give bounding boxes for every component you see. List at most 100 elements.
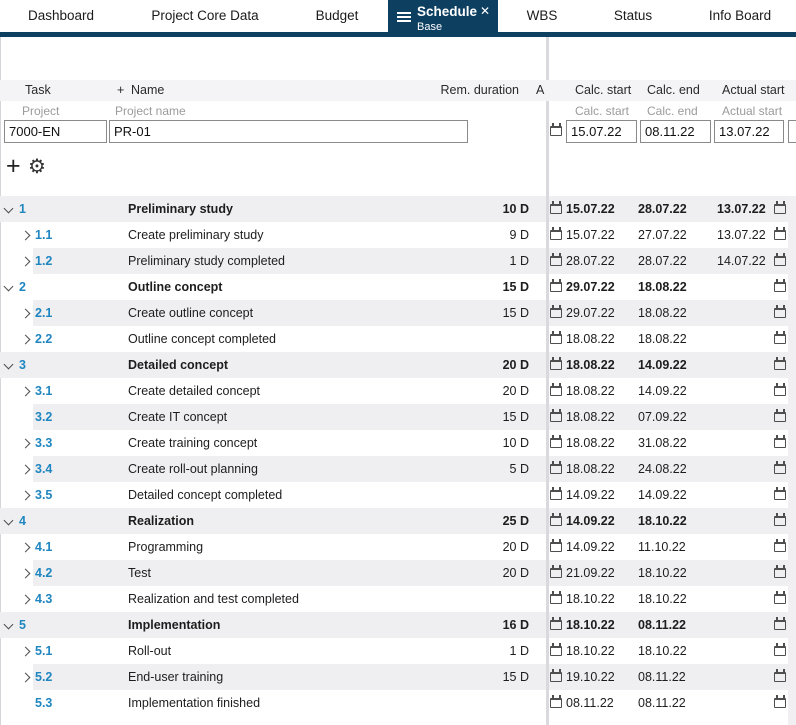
chevron-icon[interactable] <box>20 308 31 319</box>
table-row[interactable]: 5.3 Implementation finished 08.11.22 08.… <box>0 690 796 716</box>
chevron-icon[interactable] <box>20 230 31 241</box>
calendar-icon[interactable] <box>550 304 562 318</box>
table-row[interactable]: 2 Outline concept 15 D 29.07.22 18.08.22 <box>0 274 796 300</box>
calendar-icon[interactable] <box>550 434 562 448</box>
table-row[interactable]: 3.1 Create detailed concept 20 D 18.08.2… <box>0 378 796 404</box>
calendar-icon[interactable] <box>550 460 562 474</box>
table-row[interactable]: 5.1 Roll-out 1 D 18.10.22 18.10.22 <box>0 638 796 664</box>
close-icon[interactable]: ✕ <box>479 4 490 18</box>
calendar-icon[interactable] <box>550 538 562 552</box>
table-row[interactable]: 5.2 End-user training 15 D 19.10.22 08.1… <box>0 664 796 690</box>
table-row[interactable]: 4.2 Test 20 D 21.09.22 18.10.22 <box>0 560 796 586</box>
add-task-icon[interactable]: + <box>6 152 21 180</box>
calendar-icon[interactable] <box>550 486 562 500</box>
chevron-icon[interactable] <box>20 542 31 553</box>
chevron-icon[interactable] <box>20 438 31 449</box>
project-name-input[interactable] <box>109 120 468 143</box>
calendar-icon[interactable] <box>550 590 562 604</box>
calendar-icon[interactable] <box>550 122 562 136</box>
chevron-icon[interactable] <box>20 256 31 267</box>
calendar-icon[interactable] <box>774 512 786 526</box>
calendar-icon[interactable] <box>550 512 562 526</box>
chevron-icon[interactable] <box>20 672 31 683</box>
chevron-icon[interactable] <box>20 334 31 345</box>
table-row[interactable]: 3.2 Create IT concept 15 D 18.08.22 07.0… <box>0 404 796 430</box>
calendar-icon[interactable] <box>550 668 562 682</box>
table-row[interactable]: 1.1 Create preliminary study 9 D 15.07.2… <box>0 222 796 248</box>
table-row[interactable]: 3.3 Create training concept 10 D 18.08.2… <box>0 430 796 456</box>
calendar-icon[interactable] <box>774 382 786 396</box>
scrollbar-track[interactable] <box>788 196 796 725</box>
calendar-icon[interactable] <box>774 408 786 422</box>
chevron-icon[interactable] <box>20 568 31 579</box>
calendar-icon[interactable] <box>774 252 786 266</box>
calendar-icon[interactable] <box>774 434 786 448</box>
calendar-icon[interactable] <box>550 252 562 266</box>
table-row[interactable]: 2.1 Create outline concept 15 D 29.07.22… <box>0 300 796 326</box>
calendar-icon[interactable] <box>774 356 786 370</box>
header-calc-start[interactable]: Calc. start <box>575 83 632 97</box>
project-calc-end-input[interactable] <box>640 120 711 143</box>
table-row[interactable]: 3.4 Create roll-out planning 5 D 18.08.2… <box>0 456 796 482</box>
chevron-icon[interactable] <box>20 386 31 397</box>
table-row[interactable]: 3 Detailed concept 20 D 18.08.22 14.09.2… <box>0 352 796 378</box>
header-a[interactable]: A <box>536 83 545 97</box>
calendar-icon[interactable] <box>550 564 562 578</box>
chevron-icon[interactable] <box>20 594 31 605</box>
calendar-icon[interactable] <box>550 382 562 396</box>
chevron-icon[interactable] <box>20 464 31 475</box>
chevron-icon[interactable] <box>20 490 31 501</box>
calendar-icon[interactable] <box>774 538 786 552</box>
calendar-icon[interactable] <box>550 642 562 656</box>
header-name[interactable]: Name <box>131 83 165 97</box>
calendar-icon[interactable] <box>774 226 786 240</box>
calendar-icon[interactable] <box>550 200 562 214</box>
chevron-icon[interactable] <box>20 646 31 657</box>
calendar-icon[interactable] <box>774 590 786 604</box>
table-row[interactable]: 1.2 Preliminary study completed 1 D 28.0… <box>0 248 796 274</box>
calendar-icon[interactable] <box>774 460 786 474</box>
calendar-icon[interactable] <box>550 694 562 708</box>
table-row[interactable]: 4.1 Programming 20 D 14.09.22 11.10.22 <box>0 534 796 560</box>
panel-divider[interactable] <box>546 37 549 725</box>
calendar-icon[interactable] <box>774 486 786 500</box>
calendar-icon[interactable] <box>550 226 562 240</box>
calendar-icon[interactable] <box>774 668 786 682</box>
tab-dashboard[interactable]: Dashboard <box>27 8 95 23</box>
calendar-icon[interactable] <box>774 694 786 708</box>
chevron-icon[interactable] <box>3 281 14 292</box>
tab-wbs[interactable]: WBS <box>526 8 558 23</box>
project-calc-start-input[interactable] <box>566 120 637 143</box>
table-row[interactable]: 2.2 Outline concept completed 18.08.22 1… <box>0 326 796 352</box>
header-rem-duration[interactable]: Rem. duration <box>440 83 519 97</box>
menu-icon[interactable] <box>397 12 411 22</box>
add-column-icon[interactable]: + <box>117 83 125 97</box>
project-task-id-input[interactable] <box>4 120 107 143</box>
table-row[interactable]: 4 Realization 25 D 14.09.22 18.10.22 <box>0 508 796 534</box>
calendar-icon[interactable] <box>550 356 562 370</box>
table-row[interactable]: 5 Implementation 16 D 18.10.22 08.11.22 <box>0 612 796 638</box>
project-actual-end-input[interactable] <box>788 120 796 143</box>
settings-gear-icon[interactable]: ⚙ <box>28 156 46 178</box>
header-actual-start[interactable]: Actual start <box>722 83 785 97</box>
table-row[interactable]: 3.5 Detailed concept completed 14.09.22 … <box>0 482 796 508</box>
calendar-icon[interactable] <box>774 642 786 656</box>
tab-budget[interactable]: Budget <box>315 8 359 23</box>
calendar-icon[interactable] <box>774 330 786 344</box>
tab-project-core-data[interactable]: Project Core Data <box>151 8 259 23</box>
calendar-icon[interactable] <box>550 278 562 292</box>
calendar-icon[interactable] <box>550 408 562 422</box>
calendar-icon[interactable] <box>774 304 786 318</box>
calendar-icon[interactable] <box>774 616 786 630</box>
table-row[interactable]: 4.3 Realization and test completed 18.10… <box>0 586 796 612</box>
tab-schedule[interactable]: Schedule ✕ Base <box>388 0 498 37</box>
header-calc-end[interactable]: Calc. end <box>647 83 700 97</box>
tab-status[interactable]: Status <box>613 8 653 23</box>
project-actual-start-input[interactable] <box>714 120 784 143</box>
table-row[interactable]: 1 Preliminary study 10 D 15.07.22 28.07.… <box>0 196 796 222</box>
calendar-icon[interactable] <box>774 278 786 292</box>
tab-info-board[interactable]: Info Board <box>708 8 772 23</box>
calendar-icon[interactable] <box>774 564 786 578</box>
calendar-icon[interactable] <box>550 330 562 344</box>
calendar-icon[interactable] <box>774 200 786 214</box>
